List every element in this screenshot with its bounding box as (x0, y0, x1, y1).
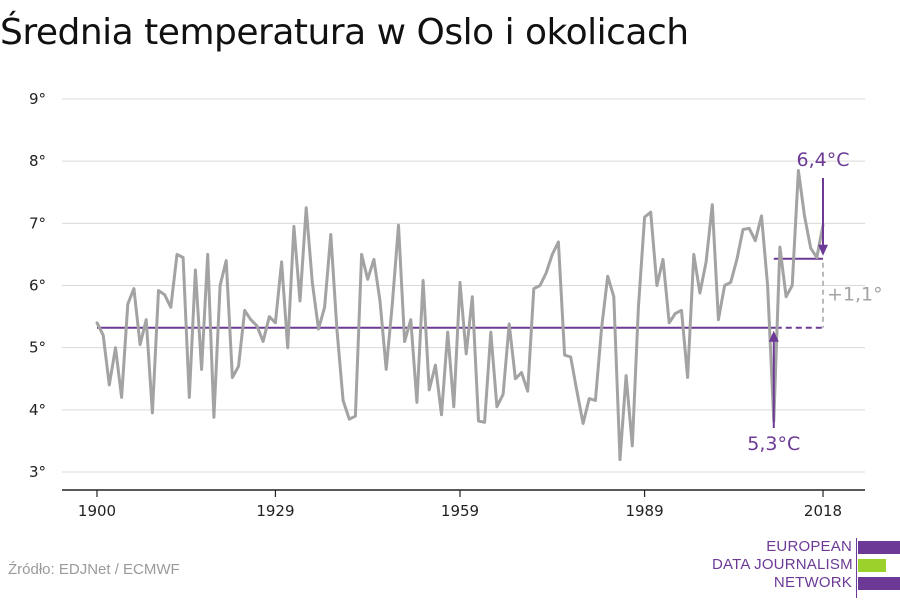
x-tick-label: 2018 (804, 502, 842, 520)
logo-line-2: DATA JOURNALISM (712, 556, 853, 573)
y-tick-label: 3° (29, 463, 46, 481)
y-tick-label: 4° (29, 401, 46, 419)
baseline-arrow-head (768, 330, 779, 342)
logo-bar-green (858, 559, 886, 572)
annotations: 5,3°C 6,4°C +1,1° (747, 149, 882, 455)
baseline-label: 5,3°C (747, 433, 800, 455)
y-tick-label: 6° (29, 277, 46, 295)
x-tick-label: 1929 (256, 502, 294, 520)
x-axis: 1900 1929 1959 1989 2018 (62, 489, 865, 520)
logo-line-3: NETWORK (773, 574, 852, 591)
recent-arrow-head (818, 244, 828, 256)
grid-lines (62, 98, 865, 473)
y-tick-label: 8° (29, 152, 46, 170)
y-tick-label: 5° (29, 339, 46, 357)
x-tick-label: 1989 (625, 502, 663, 520)
y-axis-labels: 3° 4° 5° 6° 7° 8° 9° (29, 90, 46, 481)
edjnet-logo: EUROPEAN DATA JOURNALISM NETWORK (712, 538, 900, 598)
temperature-series-line (95, 169, 825, 462)
logo-line-1: EUROPEAN (766, 538, 852, 555)
chart-title: Średnia temperatura w Oslo i okolicach (0, 12, 689, 53)
difference-label: +1,1° (827, 283, 883, 305)
x-tick-label: 1959 (441, 502, 479, 520)
logo-divider (856, 538, 857, 598)
y-tick-label: 9° (29, 90, 46, 108)
logo-bar-purple-bottom (858, 577, 900, 590)
source-note: Źródło: EDJNet / ECMWF (8, 561, 180, 578)
x-tick-label: 1900 (78, 502, 116, 520)
recent-label: 6,4°C (797, 149, 850, 171)
logo-bar-purple-top (858, 541, 900, 554)
y-tick-label: 7° (29, 214, 46, 232)
chart-area: 3° 4° 5° 6° 7° 8° 9° 1900 1929 1959 1989 2018 5,3°… (29, 90, 883, 520)
